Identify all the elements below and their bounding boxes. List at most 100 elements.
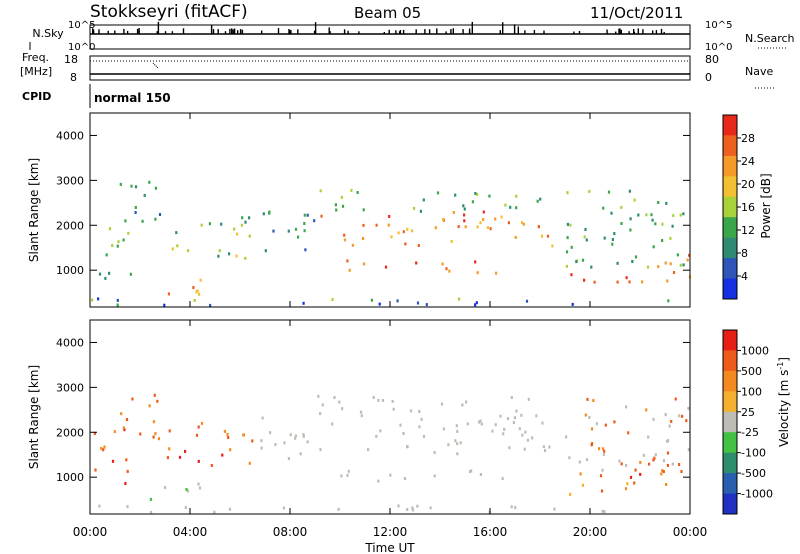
velocity-echo-cell (98, 504, 101, 508)
power-echo-cell (641, 280, 644, 284)
power-echo-cell (515, 206, 518, 210)
nsky-spike (633, 29, 635, 34)
velocity-echo-cell (360, 414, 363, 418)
velocity-panel-frame (89, 319, 691, 515)
velocity-echo-cell (625, 405, 628, 409)
beam-label: Beam 05 (354, 4, 421, 22)
station-title: Stokkseyri (fitACF) (90, 2, 248, 22)
velocity-echo-cell (377, 479, 380, 483)
nave-label: Nave (745, 65, 773, 78)
velocity-echo-cell (122, 426, 125, 430)
velocity-echo-cell (687, 448, 690, 452)
nsky-spike (620, 29, 622, 34)
nsky-spike (618, 28, 620, 34)
velocity-echo-cell (535, 414, 538, 418)
nsky-spike (517, 26, 519, 34)
power-echo-cell (413, 206, 416, 210)
power-colorbar-swatch (723, 217, 737, 239)
velocity-panel: 1000 2000 3000 4000 Slant Range [km] 1000 50… (27, 113, 791, 554)
velocity-echo-cell (381, 399, 385, 402)
power-echo-cell (388, 215, 391, 218)
velocity-echo-cell (662, 470, 665, 474)
velocity-echo-cell (319, 448, 322, 452)
velocity-echo-cell (153, 393, 156, 397)
velocity-echo-cell (406, 445, 409, 449)
time-tick-label: 12:00 (373, 525, 408, 539)
velocity-echo-cell (601, 509, 604, 513)
velocity-echo-cell (359, 410, 363, 414)
power-echo-cell (462, 204, 465, 208)
power-echo-cell (613, 232, 616, 236)
velocity-colorbar-swatch (723, 452, 737, 474)
velocity-echo-cell (666, 439, 669, 443)
power-echo-cell (397, 231, 400, 235)
power-echo-cell (341, 204, 345, 208)
power-echo-cell (672, 214, 675, 218)
freq-unit-label: [MHz] (20, 65, 52, 78)
velocity-echo-cell (523, 447, 526, 451)
power-echo-cell (463, 207, 466, 211)
velocity-echo-cell (629, 475, 633, 479)
power-echo-cell (570, 245, 573, 249)
power-echo-cell (419, 209, 422, 213)
velocity-colorbar-label-text: Velocity [m s (777, 370, 791, 447)
nsky-spike (424, 29, 426, 34)
velocity-echo-cell (299, 452, 302, 456)
power-echo-cell (104, 276, 107, 280)
velocity-echo-cell (185, 488, 188, 491)
velocity-echo-cell (544, 449, 547, 453)
nsky-spike (313, 30, 316, 34)
power-echo-cell (509, 205, 512, 209)
freq-label: Freq. (22, 51, 49, 64)
nsky-spike (237, 30, 239, 34)
velocity-echo-cell (221, 453, 224, 457)
velocity-colorbar-tick-label: 1000 (741, 344, 769, 357)
power-echo-cell (384, 265, 388, 269)
power-echo-cell (536, 199, 539, 203)
nsky-spike (98, 29, 100, 34)
velocity-echo-cell (513, 416, 516, 420)
power-echo-cell (616, 280, 619, 284)
power-echo-cell (593, 280, 596, 284)
velocity-echo-cell (302, 433, 305, 437)
velocity-echo-cell (586, 397, 589, 401)
velocity-echo-cell (670, 419, 673, 423)
nsky-spike (261, 30, 263, 34)
nsky-spike (450, 29, 452, 34)
velocity-echo-cell (289, 433, 292, 437)
velocity-echo-cell (671, 462, 674, 466)
velocity-echo-cell (510, 505, 513, 509)
power-echo-cell (370, 298, 373, 302)
nsky-spike (445, 31, 447, 34)
velocity-echo-cell (456, 429, 459, 433)
velocity-echo-cell (418, 410, 421, 413)
velocity-echo-cell (184, 506, 187, 510)
velocity-echo-cell (102, 448, 105, 452)
power-echo-cell (340, 195, 343, 199)
velocity-echo-cell (603, 449, 606, 453)
velocity-echo-cell (599, 474, 603, 478)
power-echo-cell (570, 273, 573, 277)
velocity-echo-cell (198, 486, 202, 490)
velocity-echoes (93, 393, 690, 514)
power-echo-cell (682, 212, 685, 216)
power-echo-cell (175, 231, 178, 235)
velocity-echo-cell (479, 419, 482, 423)
velocity-echo-cell (590, 427, 594, 431)
velocity-echo-cell (306, 440, 309, 444)
cpid-value: normal 150 (94, 91, 171, 105)
power-panel: 1000 2000 3000 4000 Slant Range [km] 4 8 12 16… (27, 112, 773, 308)
power-echo-cell (200, 223, 203, 227)
power-echo-cell (402, 230, 405, 234)
power-colorbar-tick-label: 12 (741, 224, 755, 237)
power-echo-cell (583, 278, 586, 282)
velocity-echo-cell (111, 459, 115, 463)
velocity-echo-cell (520, 413, 523, 417)
power-echo-cell (390, 235, 393, 239)
velocity-echo-cell (156, 399, 159, 403)
power-echo-cell (454, 193, 457, 197)
velocity-colorbar-swatch (723, 330, 737, 351)
power-echo-cell (244, 256, 247, 260)
velocity-echo-cell (624, 487, 628, 491)
velocity-echo-cell (569, 492, 572, 496)
